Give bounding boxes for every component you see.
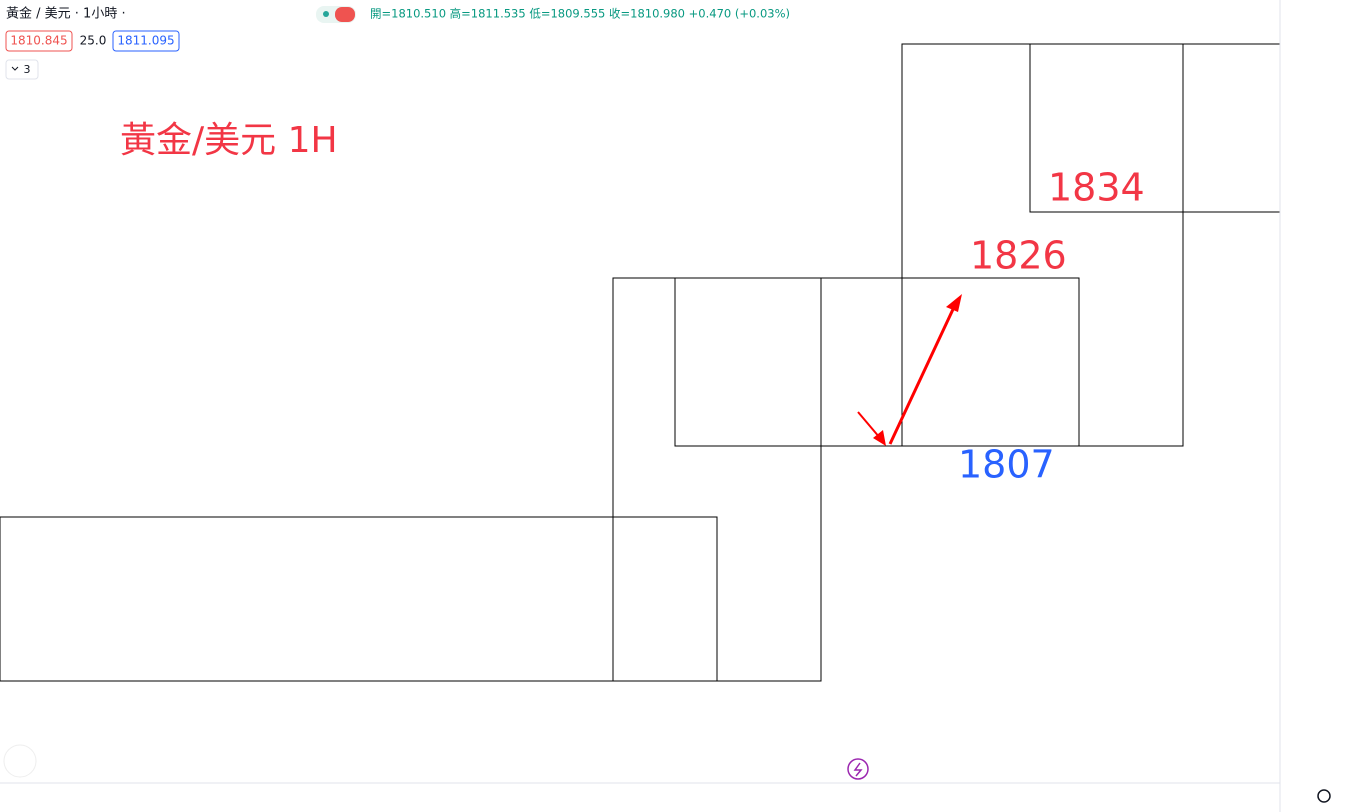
price-axis <box>1280 0 1355 812</box>
status-dot <box>323 11 329 17</box>
annotation: 1826 <box>970 234 1067 278</box>
ask: 1811.095 <box>117 34 174 48</box>
events-icon[interactable] <box>847 758 869 780</box>
bid-box[interactable] <box>5 30 73 52</box>
range-box <box>1029 43 1184 213</box>
range-box <box>0 516 718 682</box>
arrow-head <box>873 430 886 446</box>
bid: 1810.845 <box>10 34 67 48</box>
quote: 開=1810.510 高=1811.535 低=1809.555 收=1810.… <box>370 7 790 21</box>
chevron <box>11 66 19 71</box>
ask-box[interactable] <box>112 30 180 52</box>
settings[interactable] <box>1317 789 1331 803</box>
indicator-toggle[interactable] <box>5 59 39 80</box>
range-box <box>674 277 1080 447</box>
indicator-count: 3 <box>24 63 31 76</box>
annotation: 1834 <box>1048 166 1145 210</box>
events-icon <box>853 762 863 777</box>
chart-title: 黃金/美元 1H <box>120 120 338 161</box>
arrow <box>888 304 957 445</box>
status-badge <box>335 7 355 22</box>
arrow <box>857 411 881 439</box>
logo[interactable] <box>3 744 37 778</box>
arrow-head <box>946 294 962 312</box>
annotation: 1807 <box>958 443 1055 487</box>
spread: 25.0 <box>80 34 107 48</box>
symbol: 黃金 / 美元 · 1小時 · <box>6 6 126 22</box>
drawings <box>0 43 1288 682</box>
